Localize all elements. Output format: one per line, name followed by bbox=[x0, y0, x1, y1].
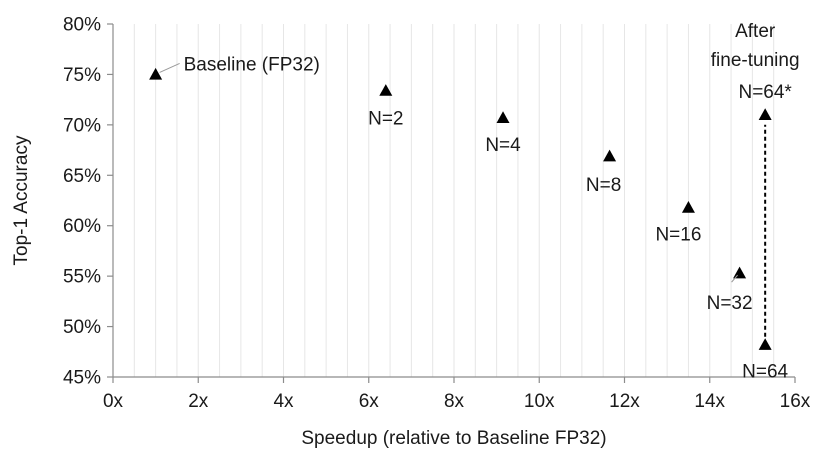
x-tick-label: 0x bbox=[103, 391, 124, 412]
y-tick-label: 50% bbox=[63, 317, 101, 338]
data-point-marker bbox=[758, 338, 772, 350]
x-tick-label: 8x bbox=[444, 391, 465, 412]
x-tick-label: 2x bbox=[188, 391, 209, 412]
x-tick-label: 6x bbox=[359, 391, 380, 412]
data-points: Baseline (FP32) N=2 N=4 N=8 N=16 N=32 N=64 N=64… bbox=[149, 54, 792, 383]
x-tick-label: 4x bbox=[273, 391, 294, 412]
y-tick-label: 60% bbox=[63, 216, 101, 237]
annotation-line-2: fine-tuning bbox=[711, 50, 800, 71]
data-point-label: N=16 bbox=[655, 225, 701, 246]
x-tick-label: 16x bbox=[780, 391, 811, 412]
x-axis-title: Speedup (relative to Baseline FP32) bbox=[301, 428, 606, 449]
y-tick-label: 80% bbox=[63, 15, 101, 36]
y-tick-label: 75% bbox=[63, 65, 101, 86]
data-point-label: N=32 bbox=[707, 293, 753, 314]
data-point-marker bbox=[496, 111, 510, 123]
data-point-marker bbox=[603, 149, 617, 162]
data-point-label: N=64 bbox=[742, 362, 788, 383]
annotation-line-1: After bbox=[735, 21, 776, 42]
y-tick-label: 70% bbox=[63, 115, 101, 136]
label-leader-line bbox=[731, 274, 738, 283]
y-axis-title: Top-1 Accuracy bbox=[11, 135, 32, 265]
data-point-label: N=64* bbox=[738, 82, 792, 103]
data-point-marker bbox=[758, 108, 772, 120]
data-point-label: N=4 bbox=[485, 135, 521, 156]
x-tick-label: 10x bbox=[524, 391, 555, 412]
x-tick-label: 14x bbox=[694, 391, 725, 412]
y-tick-label: 55% bbox=[63, 267, 101, 288]
gridlines bbox=[133, 24, 775, 377]
data-point-label: N=8 bbox=[586, 175, 621, 196]
y-tick-label: 45% bbox=[63, 368, 101, 389]
x-tick-label: 12x bbox=[609, 391, 640, 412]
data-point-marker bbox=[379, 84, 393, 96]
data-point-marker bbox=[733, 266, 747, 279]
tick-labels: 45% 50% 55% 60% 65% 70% 75% 80% 0x 2x 4x 6x 8x 10x 12x… bbox=[63, 15, 811, 413]
data-point-label: Baseline (FP32) bbox=[184, 54, 320, 75]
label-leader-line bbox=[159, 62, 180, 73]
axes bbox=[107, 23, 796, 383]
data-point-marker bbox=[149, 67, 163, 80]
fine-tuning-annotation: After fine-tuning bbox=[711, 21, 800, 337]
y-tick-label: 65% bbox=[63, 166, 101, 187]
data-point-label: N=2 bbox=[368, 109, 403, 130]
data-point-marker bbox=[681, 201, 695, 213]
